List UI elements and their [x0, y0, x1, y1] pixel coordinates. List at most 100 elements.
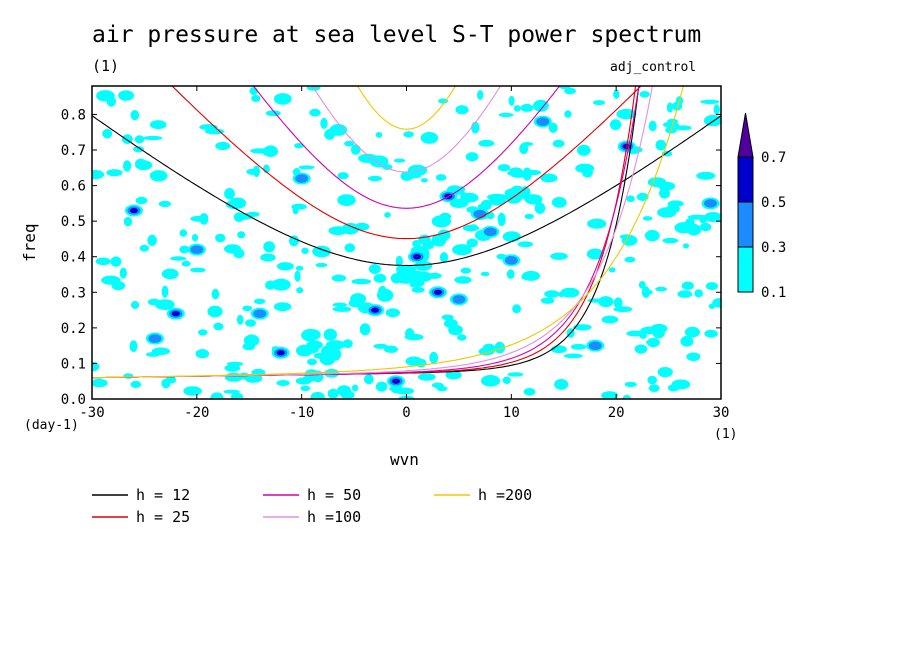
speckle-patch: [671, 379, 691, 390]
speckle-patch: [708, 303, 716, 310]
speckle-patch: [462, 224, 479, 232]
x-tick-label: -20: [184, 405, 209, 421]
speckle-patch: [647, 375, 657, 385]
speckle-patch: [699, 222, 712, 232]
speckle-patch: [675, 125, 692, 131]
x-axis-label: wvn: [390, 450, 419, 469]
colorbar-label: 0.7: [761, 150, 786, 166]
curve-kelvin-h12: [92, 86, 640, 379]
speckle-patch: [439, 212, 452, 221]
speckle-patch: [608, 267, 616, 273]
speckle-patch: [350, 144, 361, 155]
speckle-patch: [534, 202, 546, 214]
speckle-patch: [502, 231, 521, 243]
speckle-patch: [211, 288, 220, 300]
spectral-patch: [452, 295, 466, 304]
speckle-patch: [564, 110, 572, 118]
speckle-patch: [158, 200, 171, 208]
speckle-patch: [641, 286, 650, 298]
speckle-patch: [327, 388, 339, 399]
speckle-patch: [497, 212, 506, 227]
speckle-patch: [477, 90, 484, 100]
speckle-patch: [207, 305, 223, 318]
speckle-patch: [294, 270, 301, 282]
legend: h = 12 h = 25 h = 50 h =100 h =200: [92, 486, 532, 526]
curve-gravity-h100: [311, 86, 502, 173]
speckle-patch: [319, 352, 336, 366]
colorbar-segment: [737, 246, 754, 293]
x-tick-label: -30: [79, 405, 104, 421]
speckle-patch: [337, 194, 356, 207]
speckle-patch: [95, 257, 111, 266]
speckle-patch: [420, 132, 439, 144]
spectral-patch: [394, 380, 398, 383]
speckle-patch: [135, 158, 147, 170]
spectral-patch: [504, 255, 518, 265]
speckle-patch: [471, 121, 480, 134]
speckle-patch: [312, 245, 331, 258]
speckle-patch: [662, 237, 679, 244]
legend-entry: h = 12: [136, 486, 190, 504]
speckle-patch: [682, 243, 690, 249]
speckle-patch: [480, 271, 490, 277]
speckle-patch: [195, 349, 210, 359]
curve-gravity-h50: [252, 86, 561, 209]
speckle-patch: [521, 274, 535, 281]
legend-entry: h =200: [478, 486, 532, 504]
y-tick-label: 0.0: [61, 392, 86, 408]
speckle-patch: [170, 256, 187, 261]
speckle-patch: [332, 302, 348, 307]
speckle-patch: [601, 315, 619, 324]
speckle-patch: [204, 128, 225, 135]
speckle-patch: [548, 122, 558, 133]
speckle-patch: [165, 375, 177, 384]
speckle-patch: [393, 158, 406, 163]
x-tick-label: 10: [503, 405, 520, 421]
spectral-patch: [129, 207, 138, 214]
speckle-patch: [134, 135, 145, 144]
curve-kelvin-h50: [92, 86, 640, 379]
spectral-patch: [473, 209, 487, 219]
speckle-patch: [344, 243, 356, 253]
speckle-patch: [101, 275, 121, 285]
speckle-patch: [507, 372, 524, 377]
speckle-patch: [478, 139, 495, 147]
speckle-patch: [363, 374, 374, 385]
chart-units-label: (1): [92, 57, 120, 75]
speckle-patch: [92, 378, 108, 388]
speckle-patch: [552, 139, 565, 148]
speckle-patch: [118, 90, 135, 101]
speckle-patch: [352, 384, 359, 392]
spectral-patch: [171, 311, 180, 317]
speckle-patch: [435, 174, 447, 181]
speckle-patch: [550, 345, 567, 354]
legend-entry: h =100: [307, 508, 361, 526]
speckle-patch: [626, 195, 635, 202]
colorbar-segment: [737, 156, 754, 203]
spectral-patch: [588, 341, 602, 350]
speckle-patch: [394, 387, 414, 395]
speckle-patch: [570, 343, 587, 350]
speckle-patch: [540, 173, 558, 183]
speckle-patch: [291, 203, 307, 210]
speckle-patch: [639, 91, 650, 98]
speckle-patch: [376, 288, 394, 302]
spectral-patch: [148, 334, 162, 343]
speckle-patch: [149, 120, 167, 130]
speckle-patch: [465, 152, 479, 162]
speckle-patch: [677, 290, 693, 298]
speckle-patch: [441, 314, 454, 321]
speckle-patch: [332, 306, 352, 312]
speckle-patch: [395, 255, 403, 268]
y-tick-label: 0.2: [61, 321, 86, 337]
curve-gravity-h200: [356, 86, 457, 130]
spectral-patch: [253, 309, 267, 318]
speckle-patch: [420, 178, 428, 183]
colorbar-label: 0.5: [761, 195, 786, 211]
speckle-patch: [460, 192, 479, 203]
y-tick-label: 0.7: [61, 143, 86, 159]
speckle-patch: [231, 392, 243, 399]
speckle-patch: [215, 233, 226, 243]
x-tick-label: 20: [608, 405, 625, 421]
speckle-patch: [243, 334, 260, 347]
